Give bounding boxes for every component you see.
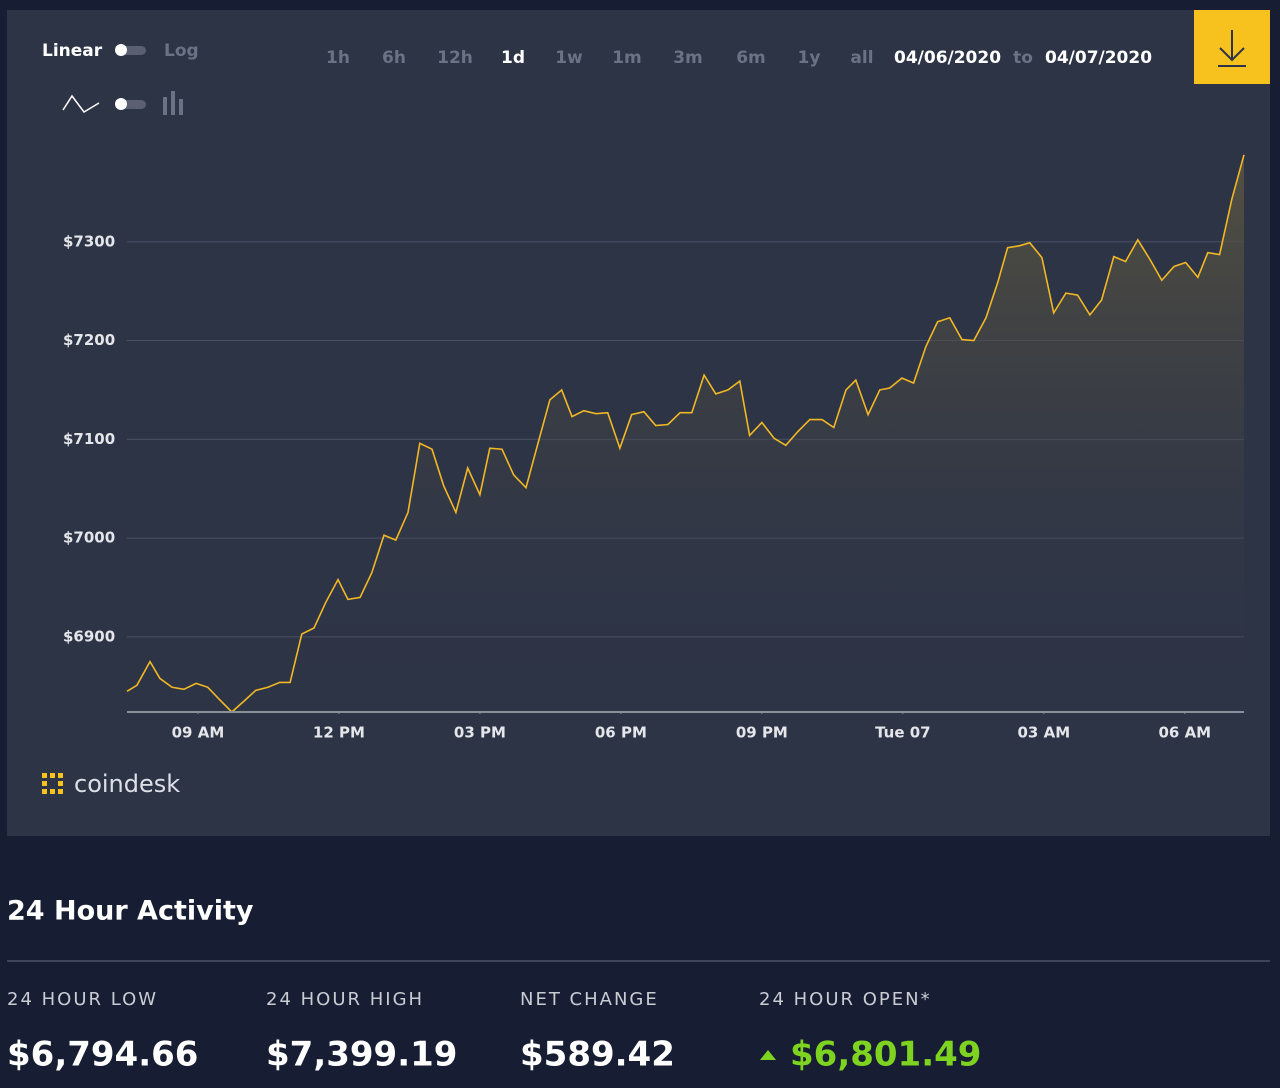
date-sep: to — [1013, 48, 1033, 68]
stat-value: $6,801.49 — [790, 1035, 981, 1075]
y-tick-label: $7000 — [63, 529, 115, 547]
stat-label: 24 HOUR OPEN* — [759, 989, 932, 1010]
y-tick-label: $7200 — [63, 331, 115, 349]
brand-name: coindesk — [74, 770, 180, 798]
stat-value: $7,399.19 — [266, 1035, 457, 1075]
date-to[interactable]: 04/07/2020 — [1045, 48, 1152, 68]
x-tick-label: 06 AM — [1158, 724, 1211, 742]
y-tick-label: $7300 — [63, 232, 115, 250]
y-tick-label: $6900 — [63, 627, 115, 645]
range-button[interactable]: 1d — [501, 48, 525, 68]
download-button[interactable] — [1194, 10, 1270, 84]
stat-value: $6,794.66 — [7, 1035, 198, 1075]
range-button[interactable]: 3m — [673, 48, 703, 68]
x-tick-label: 09 PM — [736, 724, 788, 742]
chart-type-toggle[interactable] — [115, 98, 146, 110]
stat-value: $589.42 — [520, 1035, 675, 1075]
range-button[interactable]: all — [850, 48, 873, 68]
range-button[interactable]: 1y — [798, 48, 821, 68]
price-line — [126, 154, 1245, 714]
bar-icon[interactable] — [163, 91, 183, 115]
x-tick-label: 09 AM — [172, 724, 225, 742]
scale-toggle[interactable] — [115, 44, 146, 56]
x-tick-label: 12 PM — [313, 724, 365, 742]
y-tick-label: $7100 — [63, 430, 115, 448]
range-button[interactable]: 1h — [326, 48, 350, 68]
x-tick-label: Tue 07 — [875, 724, 931, 742]
up-arrow — [760, 1050, 776, 1060]
scale-linear[interactable]: Linear — [42, 41, 103, 61]
range-button[interactable]: 1w — [555, 48, 583, 68]
brand-icon — [42, 773, 63, 794]
scale-log[interactable]: Log — [164, 41, 199, 61]
line-icon[interactable] — [62, 94, 100, 113]
x-tick-label: 03 AM — [1017, 724, 1070, 742]
range-button[interactable]: 12h — [437, 48, 473, 68]
area-fill — [127, 154, 1244, 713]
date-from[interactable]: 04/06/2020 — [894, 48, 1001, 68]
range-button[interactable]: 6h — [382, 48, 406, 68]
activity-title: 24 Hour Activity — [7, 896, 254, 927]
range-button[interactable]: 1m — [612, 48, 642, 68]
stat-label: NET CHANGE — [520, 989, 659, 1010]
x-tick-label: 03 PM — [454, 724, 506, 742]
x-tick-label: 06 PM — [595, 724, 647, 742]
stat-label: 24 HOUR HIGH — [266, 989, 424, 1010]
stat-label: 24 HOUR LOW — [7, 989, 158, 1010]
range-button[interactable]: 6m — [736, 48, 766, 68]
